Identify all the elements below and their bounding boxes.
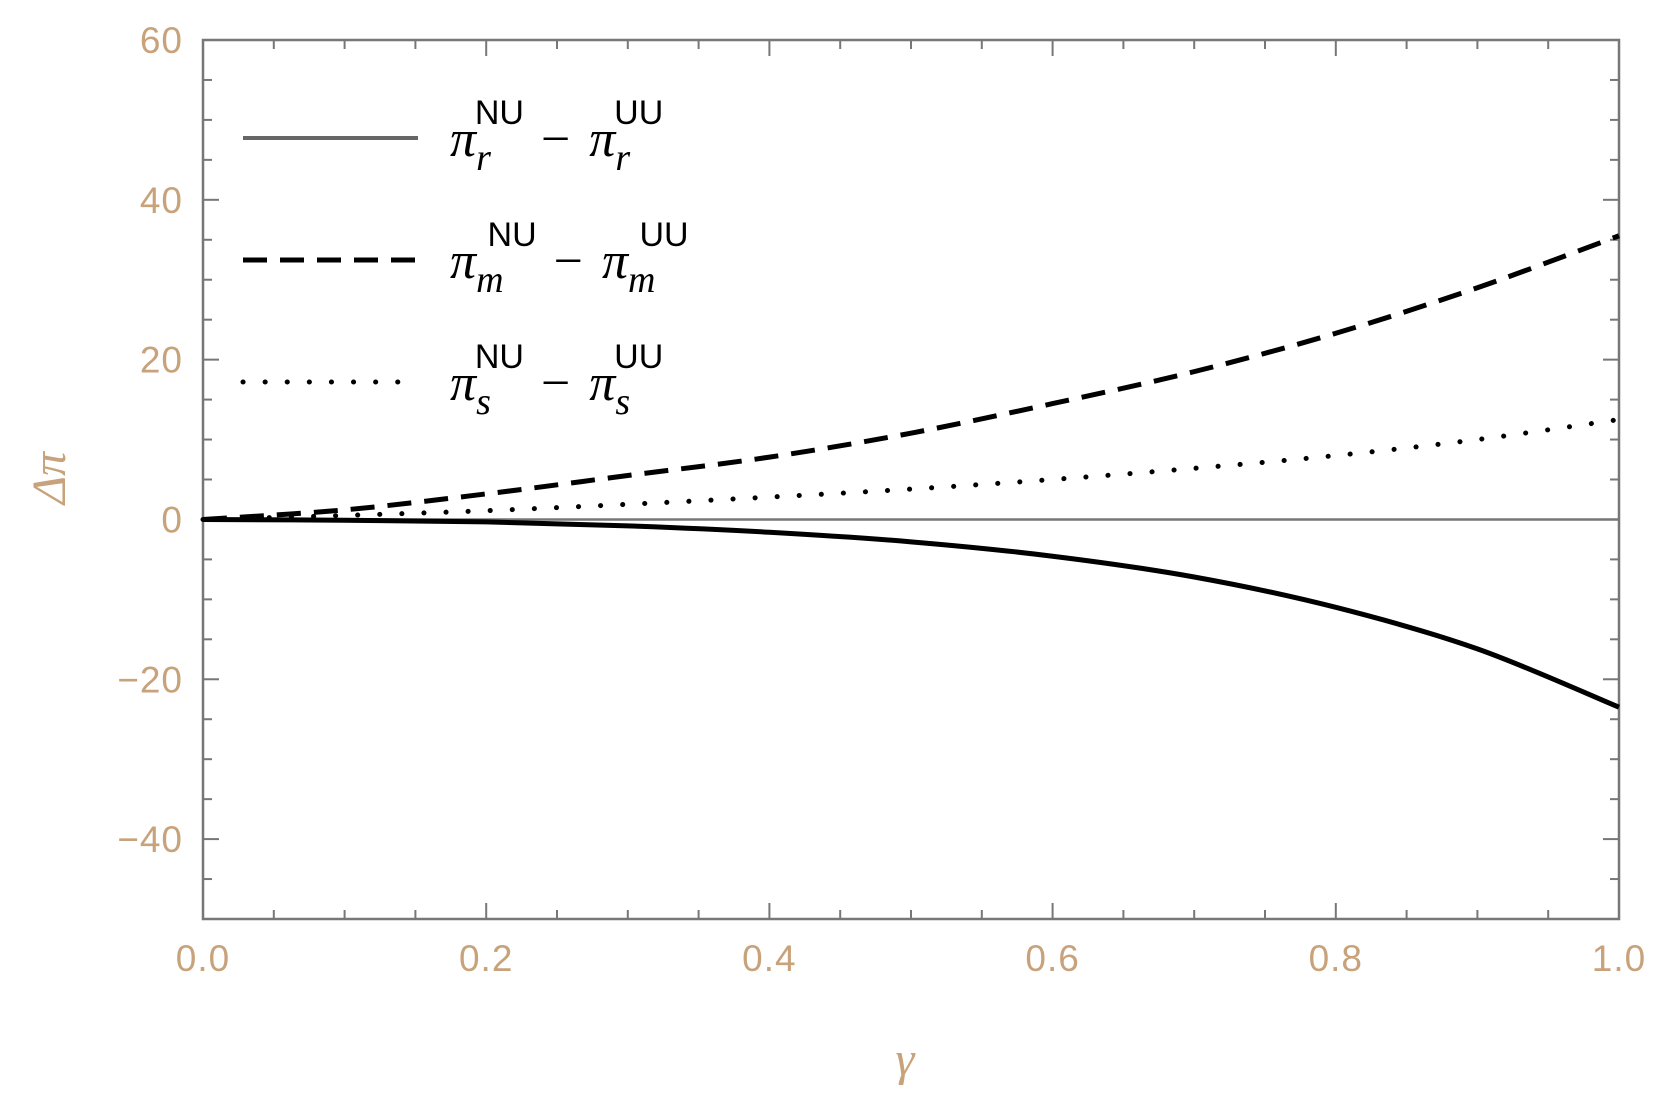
x-tick-label: 1.0 <box>1592 938 1646 979</box>
y-tick-label: 20 <box>140 340 183 381</box>
x-axis-label: γ <box>896 1033 916 1086</box>
series-line-dotted <box>200 417 1622 522</box>
legend: πrNU − πrUU πmNU − πmUU πsNU − πsUU <box>240 94 689 423</box>
plot-frame <box>201 38 1621 921</box>
series-line-solid <box>202 516 1620 710</box>
axis-tick-labels: 0.0 0.2 0.4 0.6 0.8 1.0 60 40 20 0 −20 −40 <box>117 20 1646 979</box>
legend-label: πmNU − πmUU <box>450 216 689 301</box>
legend-label: πsNU − πsUU <box>450 338 663 423</box>
y-tick-label: 60 <box>140 20 183 61</box>
x-tick-label: 0.0 <box>176 938 230 979</box>
x-tick-label: 0.2 <box>459 938 513 979</box>
y-tick-label: −40 <box>117 819 183 860</box>
series-lines <box>200 233 1622 710</box>
series-line-dashed <box>202 233 1620 522</box>
y-tick-label: 0 <box>161 499 183 540</box>
x-tick-label: 0.6 <box>1025 938 1079 979</box>
x-tick-label: 0.8 <box>1309 938 1363 979</box>
y-axis-label: Δπ <box>23 450 76 506</box>
legend-label: πrNU − πrUU <box>450 94 663 179</box>
axis-ticks <box>202 39 1620 920</box>
y-tick-label: 40 <box>140 180 183 221</box>
y-tick-label: −20 <box>117 659 183 700</box>
x-tick-label: 0.4 <box>742 938 796 979</box>
